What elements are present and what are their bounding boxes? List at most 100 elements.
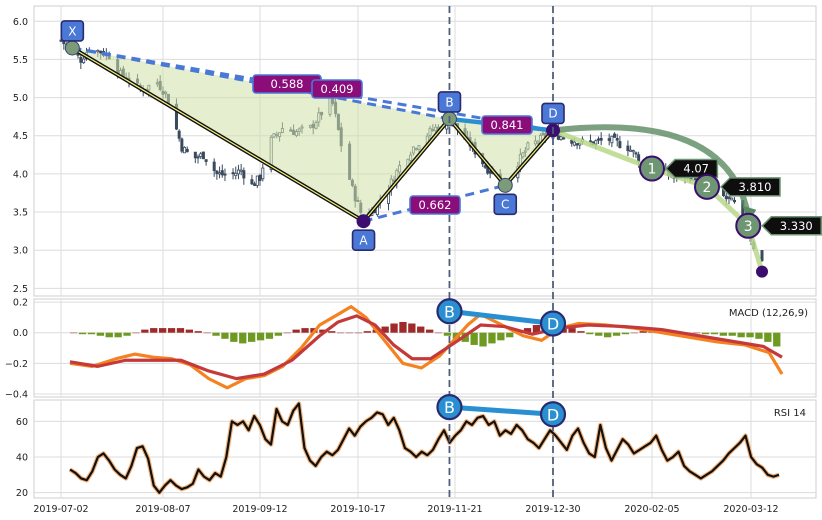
xab-triangle (72, 47, 450, 222)
candle-body (615, 137, 619, 141)
candle-body (599, 137, 603, 141)
pivot-label-D: D (548, 107, 557, 121)
macd-signal-line (69, 314, 783, 381)
macd-histogram-bar (506, 332, 514, 338)
candle-body (183, 146, 187, 154)
macd-plot (69, 305, 784, 390)
candle-body (258, 174, 262, 182)
candle-body (575, 143, 579, 146)
grid-lines (34, 6, 816, 498)
candle-body (631, 150, 635, 153)
macd-histogram-bar (221, 332, 229, 339)
pivot-dot-A (356, 214, 371, 229)
macd-histogram-bar (265, 332, 274, 339)
rsi-line (69, 402, 780, 494)
candle-body (220, 170, 224, 176)
macd-histogram-bar (248, 332, 256, 342)
ratio-label-box (481, 115, 533, 135)
pattern-leg-core (448, 118, 506, 186)
candle-body (215, 170, 219, 175)
ratio-label: 0.662 (419, 198, 452, 212)
macd-histogram-bar (363, 331, 371, 333)
x-tick-label: 2019-11-21 (427, 504, 482, 515)
ratio-label-box (409, 195, 461, 215)
macd-histogram-bar (621, 332, 630, 335)
macd-histogram-bar (345, 332, 354, 334)
macd-histogram-bar (426, 329, 434, 333)
candle-body (596, 138, 600, 141)
pivot-label-X: X (68, 24, 76, 38)
macd-histogram-bar (532, 325, 541, 333)
macd-histogram-bar (399, 321, 407, 333)
candle-body (607, 138, 611, 141)
macd-histogram-bar (337, 332, 345, 334)
candle-body (196, 156, 200, 159)
macd-histogram-bar (586, 332, 594, 335)
macd-histogram-bar (70, 332, 78, 334)
candle-body (204, 159, 208, 162)
pivot-label-A-box (351, 229, 376, 252)
macd-y-tick: 0.2 (13, 298, 28, 309)
pivot-label-X-box (60, 20, 85, 42)
macd-histogram-bar (185, 329, 193, 333)
macd-histogram-bar (274, 332, 282, 336)
price-y-tick: 5.0 (13, 93, 28, 104)
macd-histogram-bar (78, 332, 87, 335)
candle-body (733, 199, 737, 203)
macd-divergence-letter: D (547, 315, 559, 334)
macd-histogram-bar (719, 332, 727, 336)
pivot-label-B: B (445, 95, 453, 109)
candle-body (559, 136, 563, 141)
candle-body (236, 169, 240, 175)
target-number: 2 (703, 180, 712, 196)
rsi-y-tick: 20 (16, 488, 28, 499)
x-tick-label: 2019-09-12 (232, 504, 287, 515)
candle-body (760, 250, 764, 261)
macd-histogram-bar (577, 331, 585, 333)
candle-body (572, 141, 576, 146)
macd-histogram-bar (150, 328, 158, 333)
candle-body (234, 172, 238, 177)
candle-body (177, 130, 181, 139)
rsi-divergence-circle (436, 394, 463, 421)
price-y-tick: 4.5 (13, 131, 28, 142)
macd-histogram-bar (595, 332, 603, 336)
macd-histogram-bar (256, 332, 265, 341)
macd-histogram-bar (194, 331, 202, 333)
pivot-dot-C (497, 177, 513, 193)
macd-histogram-bar (230, 332, 238, 342)
candle-body (185, 148, 189, 153)
candle-body (724, 195, 728, 200)
macd-panel-title: MACD (12,26,9) (729, 308, 808, 319)
candle-body (613, 133, 617, 138)
x-tick-label: 2019-08-07 (135, 504, 190, 515)
macd-histogram-bar (746, 332, 754, 338)
macd-panel (33, 298, 817, 398)
pivot-dot-X (64, 40, 80, 56)
annotation-labels: X A B C D 0.588 0.409 0.662 0.841 1 4.07 2 3.810 3 3.3… (60, 20, 822, 428)
macd-histogram-bar (604, 332, 612, 338)
price-y-tick: 6.0 (13, 17, 28, 28)
candle-body (610, 135, 614, 144)
rsi-plot (68, 401, 780, 495)
target-circle (735, 212, 762, 239)
macd-histogram-bar (728, 332, 736, 336)
macd-histogram-bar (701, 332, 710, 335)
pivot-label-C-box (493, 193, 518, 216)
macd-histogram-bar (390, 323, 398, 333)
candle-body (250, 179, 254, 185)
macd-histogram-bar (132, 332, 140, 334)
macd-histogram-bar (497, 332, 505, 341)
pattern-leg-core (363, 118, 450, 222)
target-circle (639, 155, 665, 182)
candle-body (562, 137, 566, 140)
candle-body (629, 149, 633, 152)
rsi-panel (33, 399, 817, 499)
macd-histogram-bar (159, 328, 167, 333)
macd-histogram-bar (176, 328, 185, 333)
candle-body (223, 173, 227, 176)
x-tick-label: 2020-03-12 (723, 504, 778, 515)
pattern-leg-core (72, 47, 364, 222)
macd-histogram-bar (114, 332, 122, 338)
